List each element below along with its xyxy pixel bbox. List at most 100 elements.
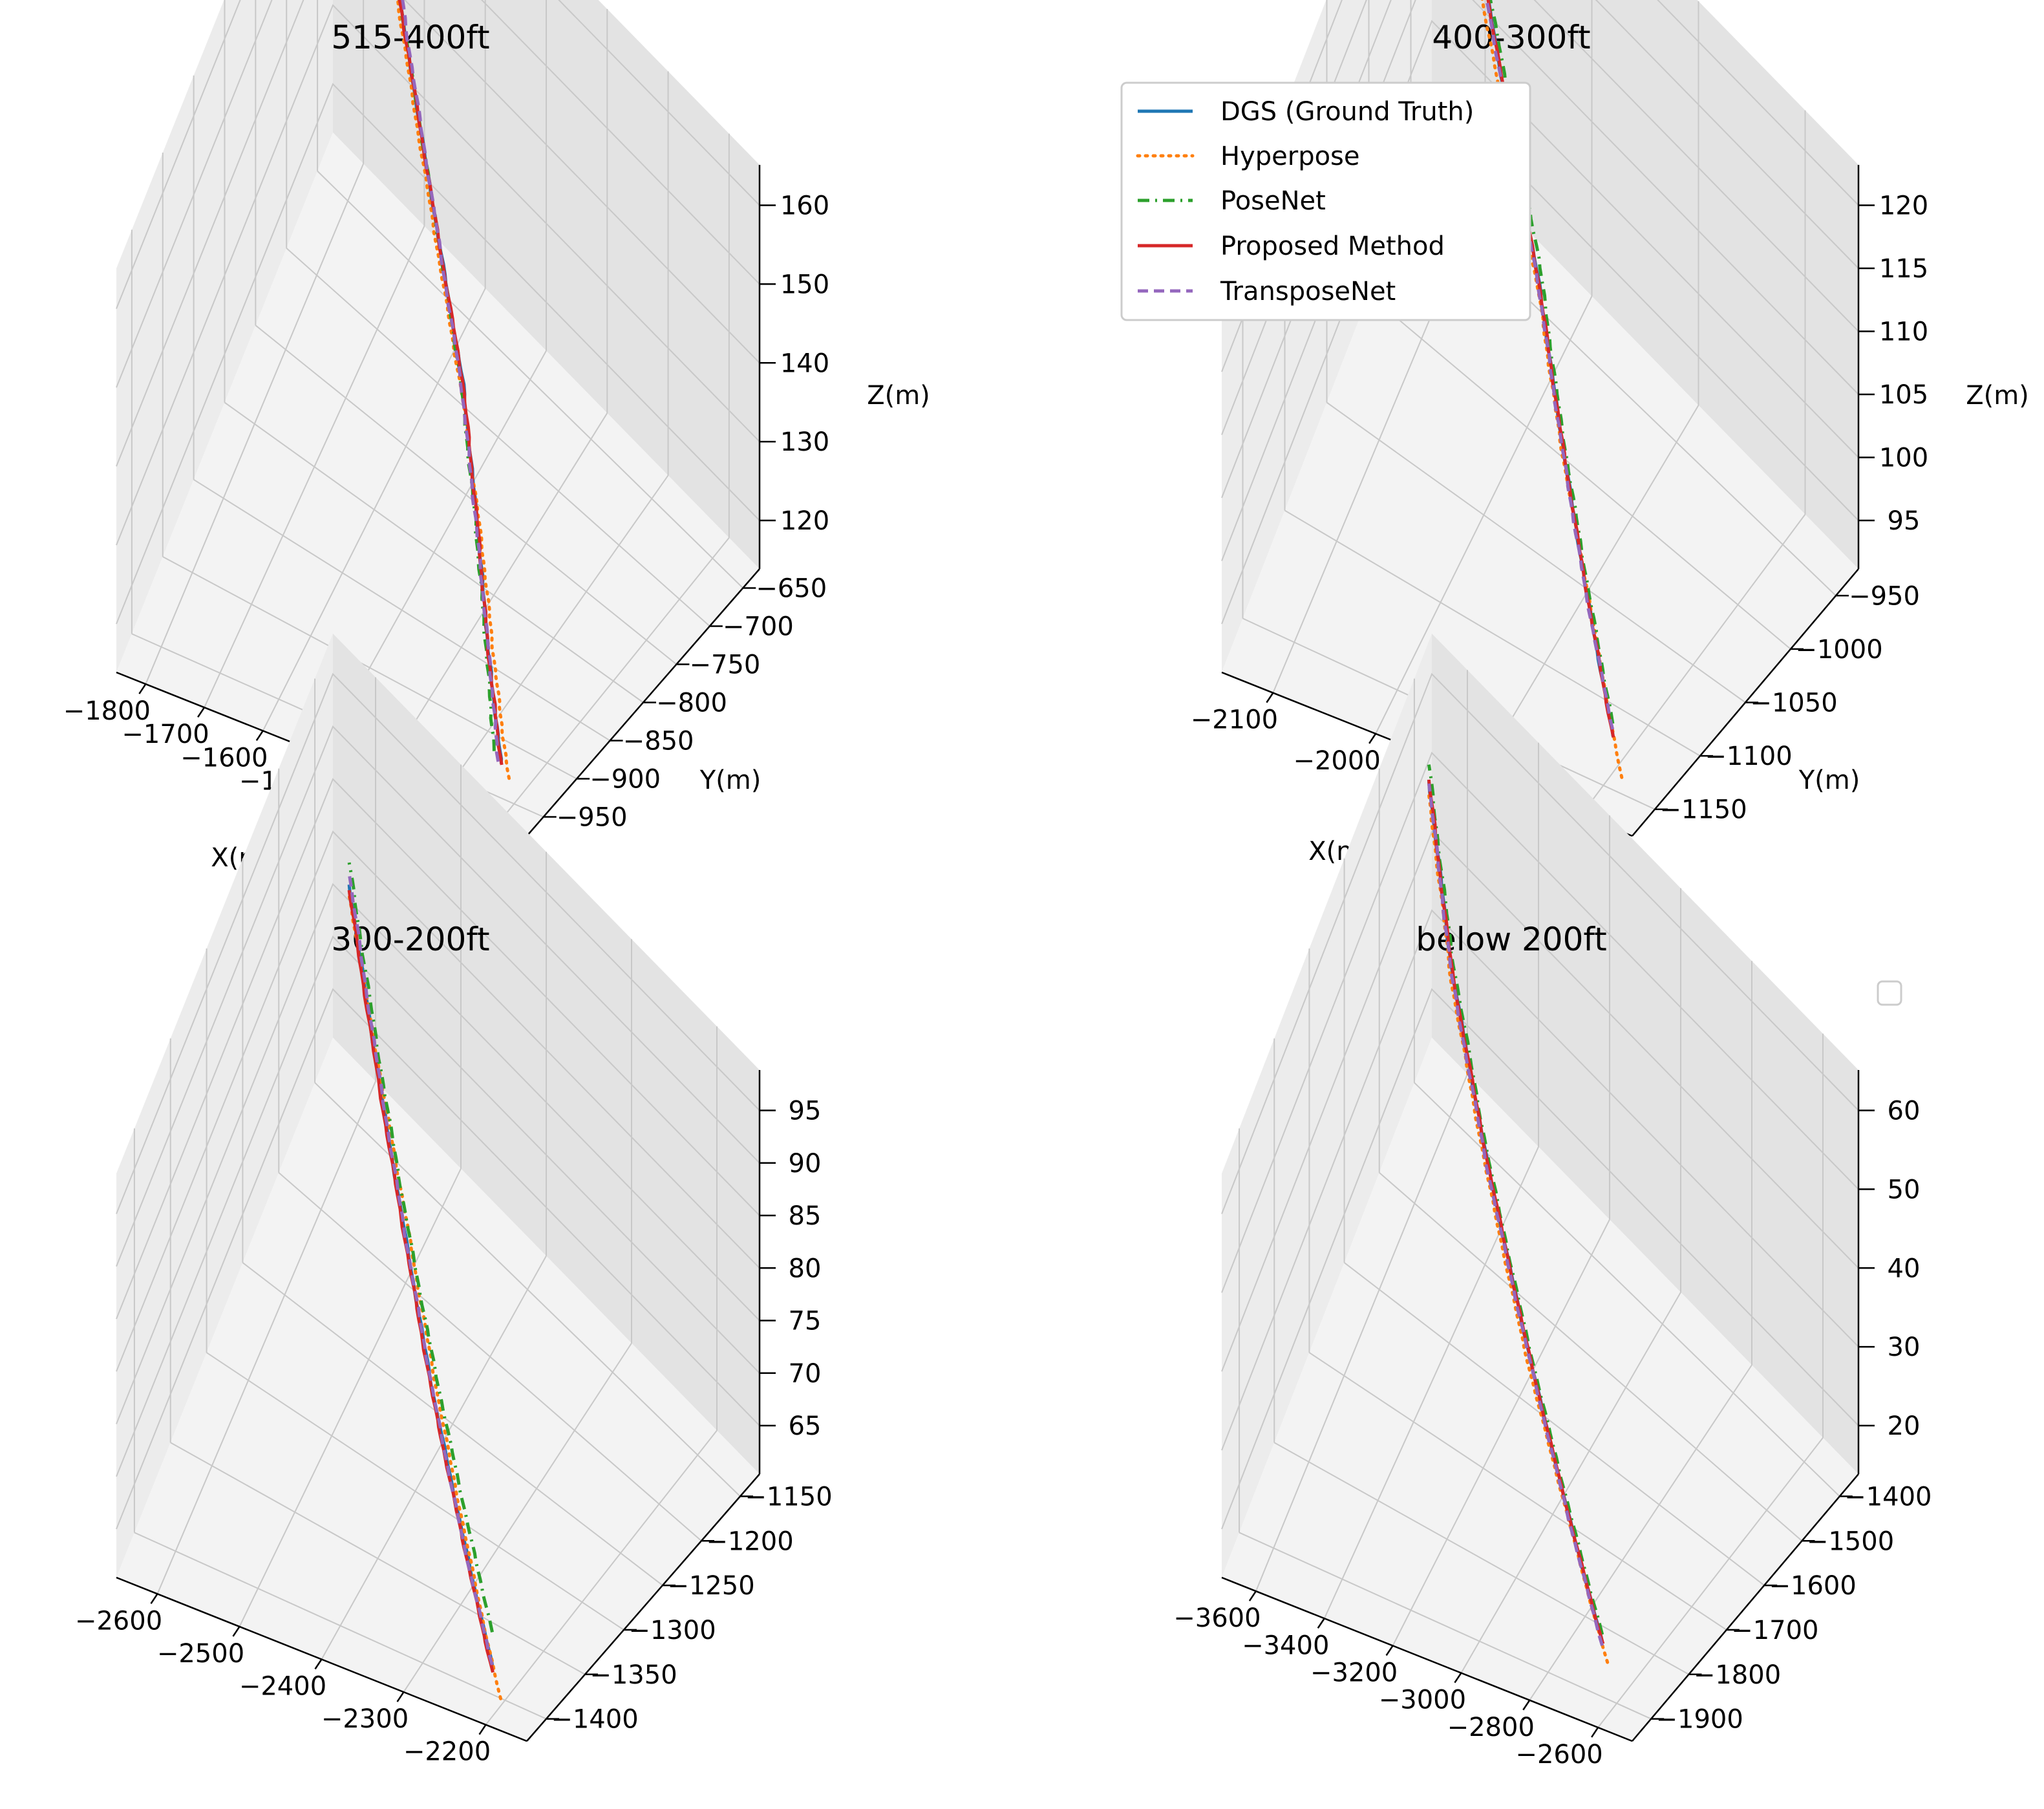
z-tick-label: 100 [1879, 444, 1928, 473]
y-tick-label: −850 [623, 727, 694, 756]
x-tick-mark [1522, 1700, 1531, 1711]
z-tick-label: 75 [789, 1307, 822, 1336]
x-tick-label: −2300 [321, 1704, 409, 1734]
y-tick-label: −1600 [1769, 1571, 1857, 1601]
gridline-z [116, 778, 760, 1320]
z-tick-label: 140 [780, 348, 829, 378]
legend-label: Hyperpose [1220, 142, 1360, 171]
x-tick-mark [255, 730, 264, 742]
x-tick-mark [1454, 1672, 1462, 1684]
x-tick-label: −2600 [1515, 1740, 1602, 1770]
z-tick-label: 20 [1888, 1411, 1921, 1441]
series-line [347, 862, 494, 1633]
gridline-z [116, 4, 760, 546]
series-lines [396, 0, 511, 780]
x-tick-label: −2500 [157, 1639, 244, 1669]
legend-entry: DGS (Ground Truth) [1138, 97, 1474, 127]
y-tick-label: −1150 [1659, 795, 1747, 825]
gridline-y [1239, 1532, 1652, 1720]
z-tick-label: 105 [1879, 380, 1928, 410]
y-axis-label: Y(m) [699, 765, 761, 795]
gridline-x [1392, 1219, 1610, 1646]
tick-labels: −3600−3400−3200−3000−2800−2600 −1400 −1500… [1173, 1097, 1932, 1770]
gridline-x [1529, 1364, 1752, 1701]
x-tick-mark [1591, 1727, 1599, 1738]
x-tick-mark [314, 1658, 323, 1670]
gridline-y [193, 478, 611, 742]
legend-entry: Proposed Method [1138, 231, 1445, 261]
gridline-y [1368, 294, 1791, 650]
x-tick-label: −2200 [403, 1737, 491, 1767]
z-tick-label: 120 [780, 506, 829, 536]
z-tick-label: 95 [789, 1097, 822, 1126]
legend-entry: Hyperpose [1136, 142, 1360, 171]
axes-3d-box [116, 0, 761, 837]
subplot-300-200ft: 300-200ft −2600−2500−2400−2300−2200−1150… [75, 862, 833, 1767]
legend: DGS (Ground Truth) Hyperpose PoseNet Pro… [1120, 81, 1531, 321]
gridline-y [1273, 1442, 1689, 1675]
x-tick-label: −3600 [1173, 1603, 1261, 1633]
gridline-z [116, 0, 760, 467]
axes-3d-box [116, 634, 761, 1742]
series-line [347, 873, 494, 1665]
y-tick-label: −750 [689, 650, 760, 680]
chart-title: 400-300ft [1432, 19, 1590, 56]
gridline-z [116, 830, 760, 1372]
legend-frame [1120, 81, 1531, 321]
x-tick-mark [232, 1626, 240, 1637]
gridline-z [1221, 751, 1859, 1293]
y-tick-label: −1000 [1795, 635, 1882, 665]
pane-back [1432, 0, 1858, 569]
x-tick-mark [1317, 1618, 1325, 1629]
z-tick-label: 150 [780, 270, 829, 299]
series-lines [347, 862, 502, 1700]
series-line [1485, 0, 1615, 730]
y-tick-label: −1350 [590, 1660, 677, 1690]
gridline-x [403, 1342, 632, 1693]
y-tick-label: −1100 [1705, 742, 1792, 771]
legend-label: DGS (Ground Truth) [1220, 97, 1474, 127]
y-tick-label: −900 [590, 765, 661, 795]
legend-label: TransposeNet [1220, 277, 1396, 306]
y-tick-label: −700 [723, 612, 794, 642]
x-axis-line [1221, 1576, 1633, 1742]
z-tick-label: 60 [1888, 1097, 1921, 1126]
z-tick-label: 160 [780, 191, 829, 221]
gridline-x [1255, 1073, 1468, 1592]
gridline-y [1379, 1172, 1803, 1542]
x-tick-mark [1368, 733, 1377, 744]
z-tick-label: 90 [789, 1149, 822, 1179]
series-line [401, 0, 500, 762]
x-tick-label: −2800 [1447, 1713, 1535, 1742]
series-line [1427, 783, 1604, 1647]
gridline-x [321, 1256, 547, 1660]
x-tick-mark [1266, 692, 1274, 703]
x-tick-mark [396, 1691, 405, 1702]
gridline-y [317, 170, 743, 589]
z-tick-label: 40 [1888, 1254, 1921, 1283]
series-line [347, 894, 502, 1700]
y-tick-label: −1250 [667, 1571, 754, 1601]
x-tick-label: −2400 [239, 1672, 326, 1702]
x-tick-label: −2600 [75, 1606, 162, 1636]
gridline-x [156, 1081, 376, 1594]
gridline-y [255, 325, 677, 665]
gridline-y [224, 401, 644, 703]
y-tick-label: −950 [1849, 581, 1920, 611]
x-tick-label: −3200 [1310, 1658, 1398, 1687]
z-tick-label: 85 [789, 1201, 822, 1231]
z-tick-label: 70 [789, 1359, 822, 1389]
z-tick-label: 95 [1888, 506, 1921, 536]
gridline-y [134, 1532, 547, 1720]
gridline-z [116, 672, 760, 1214]
x-tick-mark [197, 707, 206, 718]
y-tick-label: −1200 [706, 1526, 793, 1556]
gridline-z [1221, 672, 1859, 1214]
gridline-x [1460, 1292, 1681, 1674]
z-axis-label: Z(m) [1966, 381, 2029, 411]
x-tick-mark [138, 683, 147, 694]
gridline-y [314, 1082, 741, 1497]
gridline-z [116, 725, 760, 1267]
x-tick-mark [1248, 1590, 1257, 1601]
